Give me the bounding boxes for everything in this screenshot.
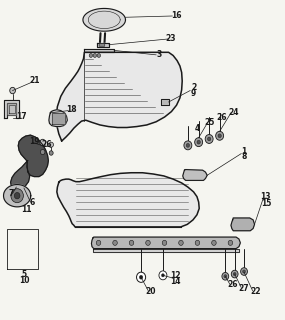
Polygon shape <box>97 43 109 47</box>
Text: 11: 11 <box>22 205 32 214</box>
Circle shape <box>40 149 45 155</box>
Text: 6: 6 <box>29 197 34 206</box>
Circle shape <box>11 189 23 203</box>
Text: 19: 19 <box>29 137 39 146</box>
Circle shape <box>97 53 101 57</box>
Polygon shape <box>9 105 15 113</box>
Circle shape <box>228 240 233 245</box>
Circle shape <box>179 240 183 245</box>
Polygon shape <box>4 100 19 118</box>
Polygon shape <box>52 113 65 124</box>
Text: 23: 23 <box>166 35 176 44</box>
Circle shape <box>162 274 164 277</box>
Polygon shape <box>83 8 125 31</box>
Polygon shape <box>3 185 31 207</box>
Circle shape <box>186 143 190 147</box>
Text: 24: 24 <box>228 108 239 117</box>
Circle shape <box>49 151 53 155</box>
Text: 27: 27 <box>239 284 249 292</box>
Text: 4: 4 <box>194 124 199 132</box>
Circle shape <box>218 134 221 138</box>
Circle shape <box>89 53 93 57</box>
Circle shape <box>113 240 117 245</box>
Text: 3: 3 <box>157 50 162 59</box>
Circle shape <box>241 268 247 275</box>
Circle shape <box>137 272 146 282</box>
Text: 25: 25 <box>204 118 214 127</box>
Circle shape <box>139 275 143 279</box>
Text: 17: 17 <box>16 112 27 121</box>
Text: 26: 26 <box>41 140 52 149</box>
Circle shape <box>205 134 213 143</box>
Circle shape <box>231 270 238 278</box>
Circle shape <box>10 87 15 94</box>
Polygon shape <box>93 249 239 252</box>
Circle shape <box>195 138 203 147</box>
Polygon shape <box>56 52 182 141</box>
Text: 16: 16 <box>171 11 182 20</box>
Circle shape <box>162 240 167 245</box>
Polygon shape <box>49 110 67 126</box>
Polygon shape <box>84 49 114 52</box>
Circle shape <box>93 53 97 57</box>
Text: 26: 26 <box>216 113 227 122</box>
Circle shape <box>197 140 200 144</box>
Text: 8: 8 <box>241 152 247 161</box>
FancyBboxPatch shape <box>99 44 105 46</box>
Text: 9: 9 <box>191 89 196 98</box>
Circle shape <box>216 131 224 140</box>
Circle shape <box>207 137 211 141</box>
Text: 10: 10 <box>19 276 29 285</box>
Text: 2: 2 <box>191 83 196 92</box>
Text: 21: 21 <box>29 76 39 85</box>
Text: 1: 1 <box>241 147 247 156</box>
Circle shape <box>243 270 245 273</box>
Polygon shape <box>57 173 199 227</box>
Circle shape <box>222 272 229 280</box>
Text: 22: 22 <box>250 287 260 296</box>
Text: 18: 18 <box>66 105 76 114</box>
Circle shape <box>129 240 134 245</box>
Polygon shape <box>7 103 16 115</box>
Text: 7: 7 <box>9 189 14 198</box>
Polygon shape <box>11 161 30 189</box>
Circle shape <box>159 271 167 280</box>
Text: 15: 15 <box>261 198 271 207</box>
Circle shape <box>184 141 192 150</box>
Circle shape <box>14 193 20 199</box>
Circle shape <box>212 240 216 245</box>
Circle shape <box>233 272 236 276</box>
Circle shape <box>96 240 101 245</box>
Text: 12: 12 <box>170 271 180 280</box>
Text: 14: 14 <box>170 277 180 286</box>
Circle shape <box>195 240 200 245</box>
Text: 13: 13 <box>260 192 271 201</box>
Text: 5: 5 <box>21 269 27 279</box>
Circle shape <box>49 142 54 147</box>
Circle shape <box>146 240 150 245</box>
Polygon shape <box>231 218 255 231</box>
Circle shape <box>40 139 46 146</box>
Polygon shape <box>91 237 240 249</box>
Polygon shape <box>183 170 207 180</box>
Text: 26: 26 <box>227 280 238 289</box>
Polygon shape <box>18 135 48 177</box>
Text: 20: 20 <box>146 287 156 296</box>
Polygon shape <box>161 99 169 105</box>
Circle shape <box>224 275 227 278</box>
